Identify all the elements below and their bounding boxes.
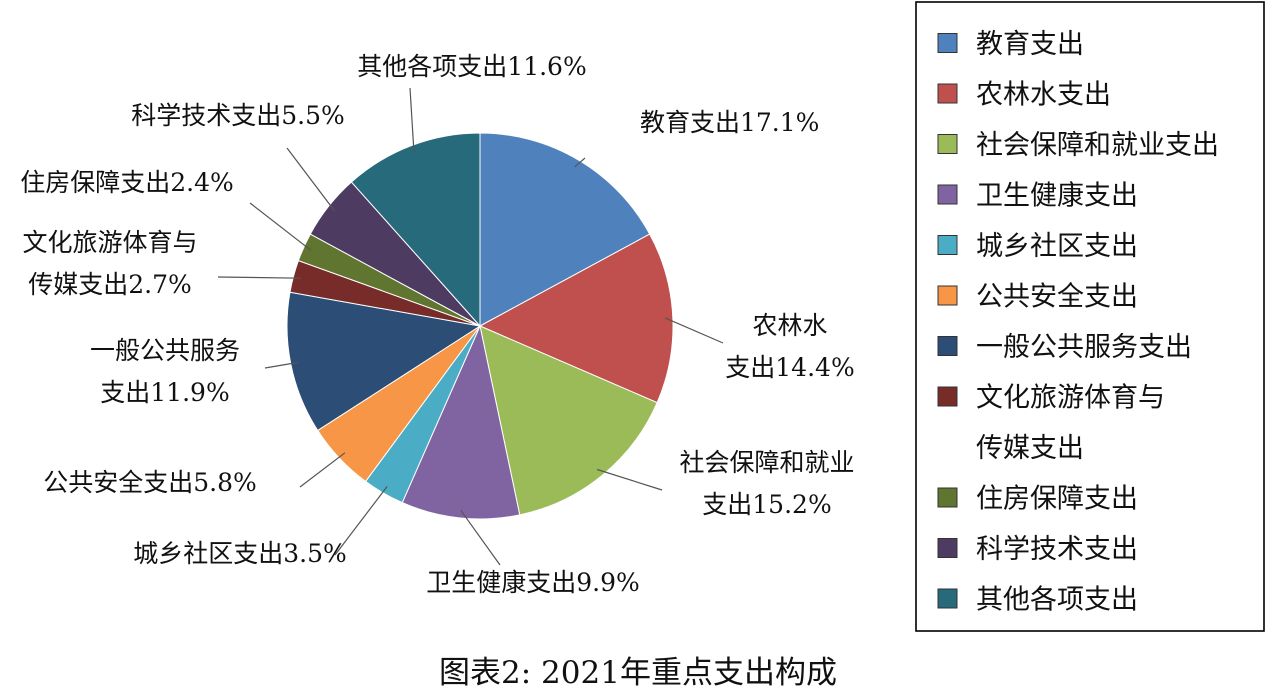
legend-swatch bbox=[937, 235, 958, 255]
leader-line bbox=[299, 452, 346, 488]
pie-slice bbox=[478, 233, 674, 404]
slice-data-label: 支出14.4% bbox=[725, 353, 854, 382]
legend-label: 社会保障和就业支出 bbox=[976, 130, 1219, 161]
slice-data-label: 文化旅游体育与 bbox=[22, 228, 197, 257]
legend-label: 文化旅游体育与 bbox=[976, 383, 1165, 414]
legend-label: 教育支出 bbox=[976, 29, 1084, 60]
legend-swatch bbox=[937, 386, 958, 407]
slice-data-label: 一般公共服务 bbox=[90, 336, 240, 365]
legend-label: 住房保障支出 bbox=[976, 484, 1138, 515]
legend-swatch bbox=[937, 336, 958, 356]
leader-line bbox=[334, 486, 388, 556]
legend-swatch bbox=[937, 134, 958, 154]
legend-swatch bbox=[937, 83, 958, 104]
leader-line bbox=[409, 87, 415, 153]
slice-data-label: 住房保障支出2.4% bbox=[20, 168, 234, 197]
legend-swatch bbox=[937, 285, 958, 306]
slice-data-label: 教育支出17.1% bbox=[640, 108, 819, 137]
legend-swatch bbox=[937, 33, 958, 53]
pie-slices bbox=[286, 132, 674, 520]
leader-line bbox=[664, 317, 724, 344]
slice-data-label: 科学技术支出5.5% bbox=[131, 101, 345, 130]
leader-line bbox=[249, 202, 312, 251]
legend-label: 公共安全支出 bbox=[976, 282, 1138, 313]
pie-slice bbox=[350, 132, 481, 328]
legend-swatch bbox=[937, 538, 958, 558]
slice-data-label: 支出15.2% bbox=[702, 490, 831, 519]
leader-line bbox=[286, 147, 336, 212]
slice-data-label: 支出11.9% bbox=[100, 378, 229, 407]
legend-swatch bbox=[937, 588, 958, 609]
legend-label: 其他各项支出 bbox=[976, 585, 1138, 616]
slice-data-label: 公共安全支出5.8% bbox=[43, 468, 257, 497]
slice-data-label: 卫生健康支出9.9% bbox=[426, 568, 640, 597]
leader-line bbox=[264, 361, 299, 369]
slice-data-label: 传媒支出2.7% bbox=[28, 270, 192, 299]
leader-line bbox=[574, 157, 586, 168]
leader-line bbox=[217, 276, 302, 279]
legend-label: 卫生健康支出 bbox=[976, 181, 1138, 212]
pie-slice bbox=[479, 132, 651, 327]
legend-label: 农林水支出 bbox=[976, 80, 1111, 111]
legend-label: 传媒支出 bbox=[976, 433, 1084, 464]
legend-swatch bbox=[937, 487, 958, 508]
leader-line bbox=[597, 468, 663, 491]
slice-data-label: 城乡社区支出3.5% bbox=[133, 539, 347, 568]
slice-data-label: 其他各项支出11.6% bbox=[357, 52, 586, 81]
pie-slice bbox=[401, 324, 521, 520]
legend-label: 一般公共服务支出 bbox=[976, 332, 1192, 363]
legend-label: 科学技术支出 bbox=[976, 534, 1138, 565]
legend-label: 城乡社区支出 bbox=[976, 231, 1138, 262]
legend: 教育支出农林水支出社会保障和就业支出卫生健康支出城乡社区支出公共安全支出一般公共… bbox=[915, 1, 1265, 632]
leader-line bbox=[460, 509, 501, 566]
slice-data-label: 农林水 bbox=[752, 311, 827, 340]
pie-slice bbox=[479, 325, 658, 516]
slice-data-label: 社会保障和就业 bbox=[679, 448, 854, 477]
chart-caption: 图表2: 2021年重点支出构成 bbox=[439, 655, 837, 691]
legend-box bbox=[915, 1, 1265, 632]
legend-swatch bbox=[937, 184, 958, 205]
leader-lines bbox=[217, 87, 724, 566]
